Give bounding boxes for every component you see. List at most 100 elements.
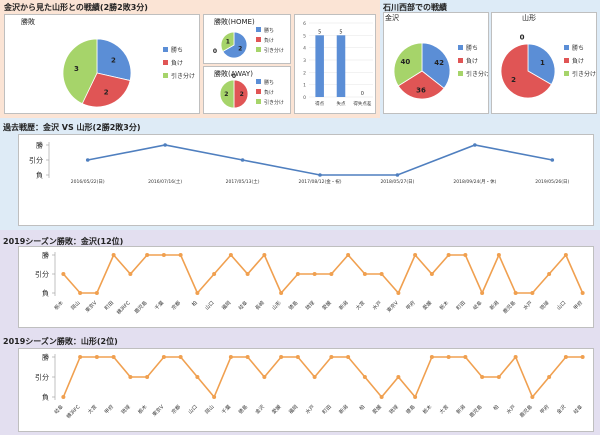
data-point: [94, 355, 99, 359]
pie-slice: [421, 42, 451, 89]
legend-swatch: [564, 45, 569, 50]
x-tick-label: 鹿児島: [133, 299, 149, 315]
x-tick-label: 失点: [337, 100, 346, 107]
bar: [336, 35, 346, 97]
y-tick-label: 負: [36, 170, 43, 179]
data-point: [446, 355, 451, 359]
home-title: 勝敗(HOME): [214, 18, 255, 26]
x-tick-label: 2018/09/24(月・休): [453, 178, 496, 185]
x-tick-label: 新潟: [488, 299, 500, 311]
x-tick-label: 鹿児島: [501, 299, 517, 315]
pie-data-label: 0: [232, 73, 236, 80]
data-point: [513, 355, 518, 359]
kanazawa-panel: 2019シーズン勝敗：金沢(12位) 負引分勝栃木 岡山 東京V 町田 横浜FC 鹿児島千…: [0, 230, 600, 330]
x-tick-label: 2018/05/27(日): [380, 179, 414, 185]
kanazawa-seibu-card: 金沢 42 36 40 勝ち 負け 引き分け: [383, 12, 489, 114]
history-title: 過去戦歴：金沢 VS 山形(2勝2敗3分): [3, 123, 141, 132]
away-title: 勝敗(AWAY): [214, 70, 253, 78]
data-point: [295, 355, 300, 359]
x-tick-label: 2017/08/12(金・祝): [299, 178, 342, 185]
x-tick-label: 鹿児島: [468, 403, 484, 419]
data-point: [161, 253, 166, 257]
top-left-title: 金沢から見た山形との戦績(2勝2敗3分): [4, 3, 148, 12]
history-line-svg: 負 引分 勝 2016/05/22(日) 2016/07/16(土) 2017/05/13…: [29, 140, 570, 185]
x-tick-label: 愛媛: [321, 299, 333, 311]
pie-data-label: 36: [416, 86, 426, 94]
data-point: [513, 291, 518, 295]
legend-label: 引き分け: [572, 70, 596, 78]
goals-bar-svg: 0 1 2 3 4 5 6 5 得点 5 失点 0 得失点差: [303, 21, 373, 107]
x-tick-label: 栃木: [53, 299, 65, 311]
pie-data-label: 2: [240, 91, 244, 98]
legend-swatch: [163, 73, 168, 78]
data-point: [195, 375, 200, 379]
y-tick-label: 5: [303, 33, 306, 39]
top-left-panel: 金沢から見た山形との戦績(2勝2敗3分) 勝敗 2 2 3 勝ち 負け 引き分け 勝敗(H…: [0, 0, 380, 118]
x-tick-label: 岐阜: [237, 299, 249, 311]
y-tick-label: 4: [303, 46, 306, 52]
legend-swatch: [458, 58, 463, 63]
data-point: [240, 158, 245, 162]
y-tick-label: 勝: [42, 250, 49, 259]
data-point: [279, 355, 284, 359]
x-tick-label: 柏: [190, 299, 198, 307]
data-point: [262, 375, 267, 379]
x-tick-label: 岐阜: [472, 299, 484, 311]
y-tick-label: 引分: [29, 155, 43, 164]
x-tick-label: 鹿児島: [518, 403, 534, 419]
x-tick-label: 琉球: [388, 403, 400, 415]
pie-slice: [397, 70, 445, 100]
legend-swatch: [256, 99, 261, 104]
data-point: [530, 395, 535, 399]
bar-data-label: 5: [339, 29, 342, 35]
x-tick-label: 徳島: [405, 403, 417, 415]
history-panel: 過去戦歴：金沢 VS 山形(2勝2敗3分) 負 引分 勝 2016/05/22(日) 2…: [0, 118, 600, 230]
data-point: [212, 395, 217, 399]
data-point: [580, 355, 585, 359]
legend-label: 勝ち: [572, 44, 584, 52]
pie-data-label: 2: [224, 91, 228, 98]
data-point: [85, 158, 90, 162]
data-point: [429, 272, 434, 276]
data-point: [379, 272, 384, 276]
legend-label: 負け: [171, 59, 183, 67]
data-point: [111, 253, 116, 257]
legend-swatch: [564, 71, 569, 76]
x-tick-label: 山形: [271, 299, 283, 311]
bar-data-label: 5: [318, 29, 321, 35]
data-point: [547, 272, 552, 276]
bar: [315, 35, 324, 97]
legend-swatch: [458, 45, 463, 50]
yamagata-panel: 2019シーズン勝敗：山形(2位) 負引分勝岐阜 横浜FC 大宮 甲府 琉球 栃木 東京V 京…: [0, 330, 600, 435]
x-tick-label: 水戸: [505, 403, 517, 415]
pie-slice: [81, 72, 131, 108]
pie-data-label: 2: [238, 46, 242, 53]
x-tick-label: 大宮: [438, 403, 450, 415]
data-point: [245, 272, 250, 276]
x-tick-label: 徳島: [287, 299, 299, 311]
pie-slice: [219, 79, 235, 109]
legend-swatch: [458, 71, 463, 76]
x-tick-label: 琉球: [120, 403, 132, 415]
x-tick-label: 岡山: [70, 299, 82, 311]
x-tick-label: 栃木: [137, 403, 149, 415]
pie-data-label: 1: [226, 39, 230, 46]
x-tick-label: 山口: [204, 299, 216, 311]
top-right-title: 石川西部での戦績: [383, 3, 447, 12]
x-tick-label: 千葉: [153, 299, 165, 311]
data-point: [379, 395, 384, 399]
x-tick-label: 山口: [555, 299, 567, 311]
legend-swatch: [256, 89, 261, 94]
data-point: [128, 375, 133, 379]
pie-data-label: 0: [520, 33, 525, 41]
data-point: [530, 291, 535, 295]
home-card: 勝敗(HOME) 2 0 1 勝ち 負け 引き分け: [203, 14, 291, 64]
legend-label: 勝ち: [264, 27, 274, 34]
x-tick-label: 得点: [315, 100, 324, 107]
x-tick-label: 徳島: [237, 403, 249, 415]
data-point: [496, 375, 501, 379]
x-tick-label: 東京V: [385, 299, 400, 314]
